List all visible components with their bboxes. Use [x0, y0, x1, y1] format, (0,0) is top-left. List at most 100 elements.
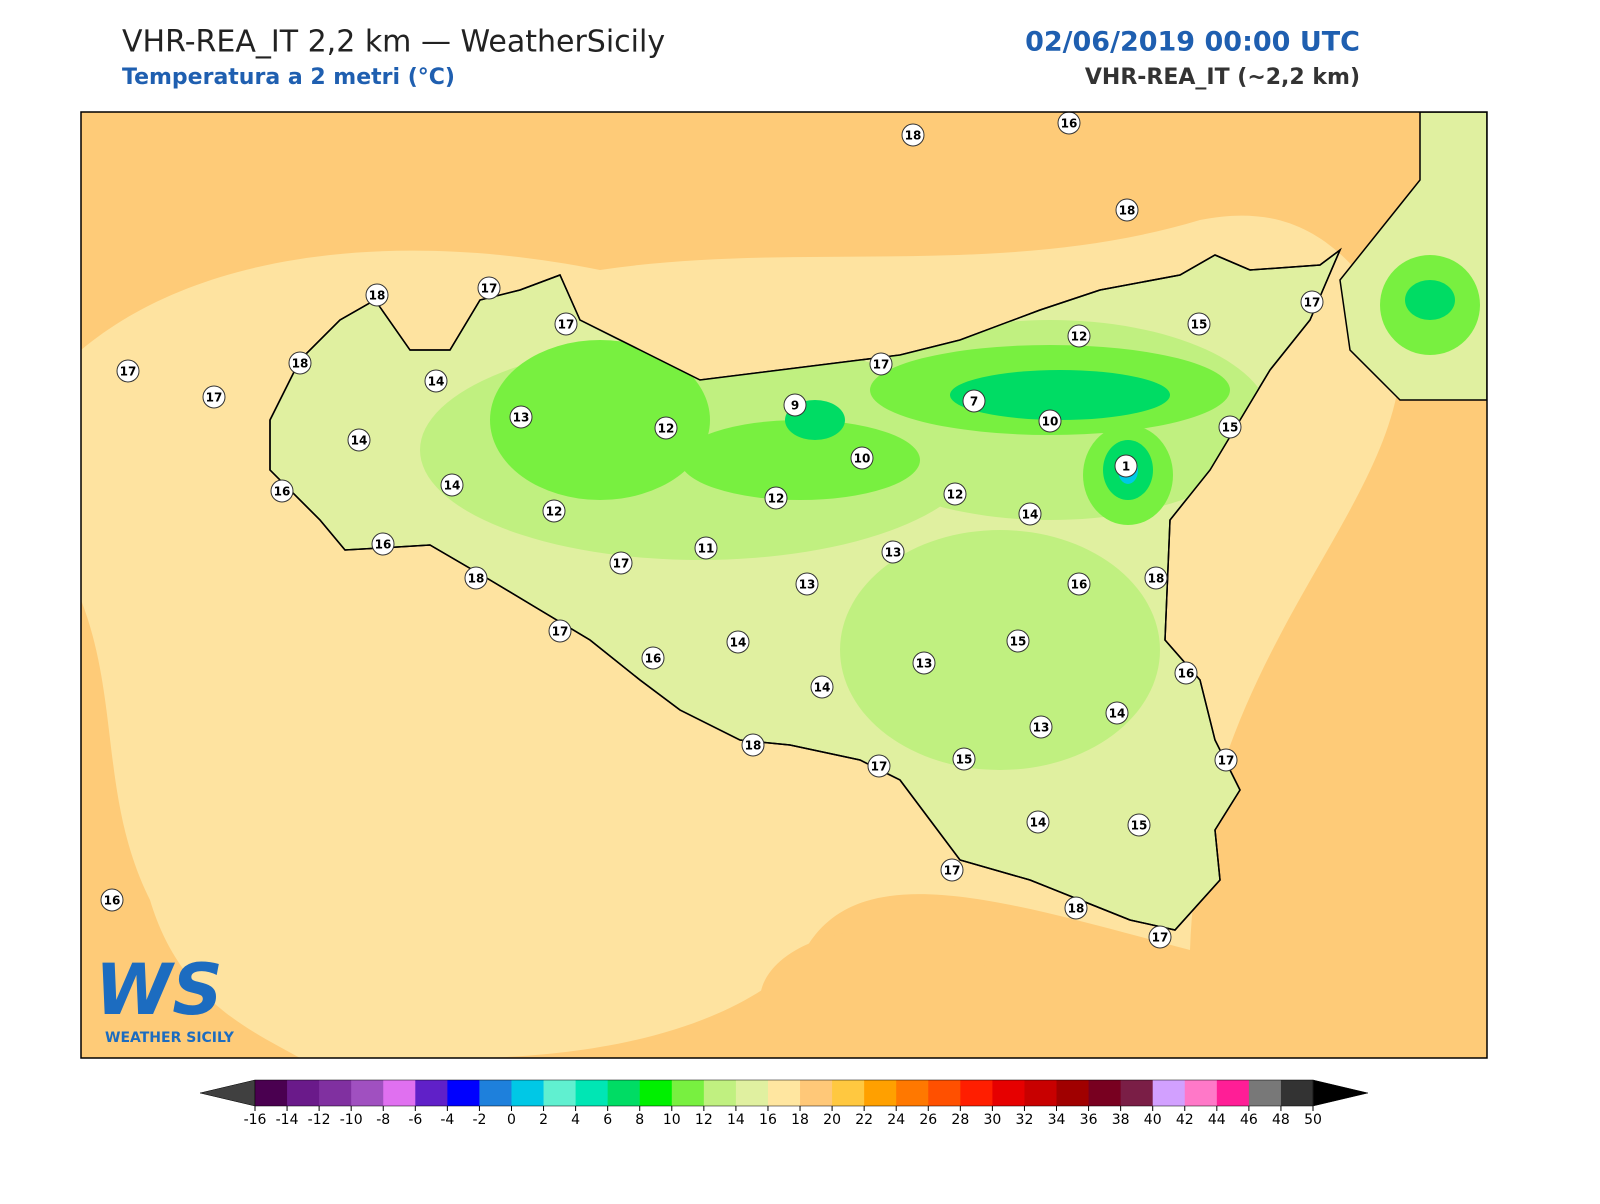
colorbar-box: [960, 1080, 993, 1106]
colorbar-box: [1184, 1080, 1218, 1106]
colorbar-box: [607, 1080, 641, 1106]
colorbar-box: [800, 1080, 833, 1106]
colorbar-box: [383, 1080, 416, 1106]
station-marker: [509, 405, 533, 429]
colorbar-box: [447, 1080, 480, 1106]
station-value: 17: [552, 625, 569, 639]
station-value: 15: [1010, 635, 1027, 649]
colorbar-tick-label: 14: [727, 1112, 745, 1128]
station-marker: [741, 733, 765, 757]
station-marker: [869, 352, 893, 376]
colorbar-box: [832, 1080, 865, 1106]
station-value: 18: [369, 289, 386, 303]
colorbar-box: [1280, 1080, 1314, 1106]
station-value: 16: [645, 652, 662, 666]
colorbar-tick-label: -14: [276, 1112, 299, 1128]
station-value: 18: [905, 129, 922, 143]
colorbar-box: [1024, 1080, 1058, 1106]
station-value: 12: [1071, 330, 1088, 344]
station-marker: [365, 283, 389, 307]
colorbar-box: [1088, 1080, 1122, 1106]
station-value: 14: [814, 681, 831, 695]
colorbar-tick-label: 46: [1240, 1112, 1258, 1128]
colorbar-tick-label: 0: [507, 1112, 516, 1128]
mild-area: [490, 340, 710, 500]
station-value: 7: [970, 395, 978, 409]
station-value: 10: [1042, 415, 1059, 429]
colorbar-box: [992, 1080, 1025, 1106]
station-value: 16: [1061, 117, 1078, 131]
station-marker: [1218, 415, 1242, 439]
colorbar-tick-label: 34: [1048, 1112, 1066, 1128]
station-marker: [901, 123, 925, 147]
station-marker: [1038, 409, 1062, 433]
colorbar-box: [1120, 1080, 1154, 1106]
colorbar: -16 -14 -12 -10 -8 -6 -4 -2 0 2 4 6 8 10 12 14 16 18 20 22 2…: [199, 1079, 1369, 1128]
colorbar-over: [1312, 1079, 1369, 1107]
colorbar-tick-label: 16: [759, 1112, 777, 1128]
station-marker: [726, 630, 750, 654]
station-marker: [1105, 701, 1129, 725]
colorbar-tick-label: 20: [823, 1112, 841, 1128]
station-value: 15: [956, 753, 973, 767]
station-value: 17: [871, 760, 888, 774]
station-marker: [783, 393, 807, 417]
station-value: 17: [1152, 931, 1169, 945]
station-value: 16: [104, 894, 121, 908]
station-value: 9: [791, 399, 799, 413]
station-value: 18: [1119, 204, 1136, 218]
station-marker: [270, 479, 294, 503]
colorbar-tick-label: 48: [1272, 1112, 1290, 1128]
station-marker: [952, 747, 976, 771]
colorbar-box: [575, 1080, 609, 1106]
colorbar-box: [319, 1080, 352, 1106]
station-value: 17: [944, 864, 961, 878]
map-frame: [80, 111, 1488, 1059]
colorbar-box: [1216, 1080, 1250, 1106]
station-marker: [764, 486, 788, 510]
colorbar-tick-label: 22: [855, 1112, 873, 1128]
station-value: 14: [428, 375, 445, 389]
colorbar-tick-label: -10: [340, 1112, 363, 1128]
station-value: 17: [613, 557, 630, 571]
station-marker: [371, 532, 395, 556]
station-marker: [347, 428, 371, 452]
station-marker: [795, 572, 819, 596]
colorbar-tick-label: 32: [1016, 1112, 1034, 1128]
station-value: 13: [513, 411, 530, 425]
station-marker: [943, 482, 967, 506]
station-value: 17: [558, 318, 575, 332]
station-value: 14: [351, 434, 368, 448]
colorbar-tick-label: -12: [308, 1112, 331, 1128]
station-value: 15: [1131, 819, 1148, 833]
colorbar-tick-label: -4: [440, 1112, 454, 1128]
station-value: 18: [468, 572, 485, 586]
model-label: VHR-REA_IT (~2,2 km): [1085, 65, 1360, 90]
station-marker: [548, 619, 572, 643]
colorbar-tick-label: 44: [1208, 1112, 1226, 1128]
station-marker: [1144, 566, 1168, 590]
cold-area: [1405, 280, 1455, 320]
colorbar-tick-label: 38: [1112, 1112, 1130, 1128]
station-value: 14: [1022, 508, 1039, 522]
colorbar-box: [415, 1080, 448, 1106]
logo-mark: WS: [95, 949, 223, 1031]
colorbar-tick-label: 8: [635, 1112, 644, 1128]
colorbar-box: [255, 1080, 288, 1106]
station-marker: [641, 646, 665, 670]
colorbar-box: [735, 1080, 769, 1106]
station-marker: [1026, 810, 1050, 834]
colorbar-box: [703, 1080, 737, 1106]
station-value: 17: [206, 391, 223, 405]
colorbar-box: [1248, 1080, 1282, 1106]
colorbar-box: [896, 1080, 929, 1106]
station-value: 1: [1122, 460, 1130, 474]
station-value: 13: [799, 578, 816, 592]
datetime: 02/06/2019 00:00 UTC: [1025, 27, 1360, 58]
station-value: 18: [292, 357, 309, 371]
colorbar-tick-label: 30: [983, 1112, 1001, 1128]
colorbar-tick-label: 50: [1304, 1112, 1322, 1128]
station-value: 15: [1222, 421, 1239, 435]
station-marker: [1057, 112, 1081, 135]
map: 18 16 18 17 15 12 17 7 10 15 1 9 12 10 12 14 12 13 16 18 18 1…: [81, 112, 1487, 1058]
